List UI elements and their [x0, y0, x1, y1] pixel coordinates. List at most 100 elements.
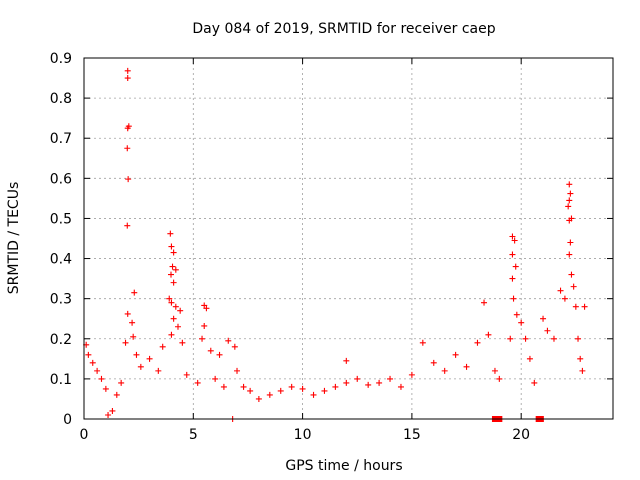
data-point [567, 190, 574, 197]
y-tick-label: 0.7 [50, 131, 72, 147]
data-point [94, 367, 101, 374]
data-point [231, 343, 238, 350]
x-tick-label: 5 [189, 427, 198, 443]
data-point [155, 367, 162, 374]
data-point [518, 319, 525, 326]
data-point [288, 383, 295, 390]
y-tick-label: 0 [63, 412, 72, 428]
x-tick-label: 20 [512, 427, 530, 443]
data-point [137, 363, 144, 370]
data-point [125, 176, 132, 183]
data-point [343, 379, 350, 386]
data-point [570, 283, 577, 290]
data-point [170, 279, 177, 286]
data-point [199, 335, 206, 342]
data-point [540, 315, 547, 322]
data-point [170, 249, 177, 256]
data-point [376, 379, 383, 386]
data-point [277, 387, 284, 394]
data-point [579, 367, 586, 374]
data-point [397, 383, 404, 390]
data-point [89, 359, 96, 366]
y-tick-label: 0.3 [50, 292, 72, 308]
data-point [177, 307, 184, 314]
data-point [550, 335, 557, 342]
data-point [109, 407, 116, 414]
data-point [561, 295, 568, 302]
data-point [509, 275, 516, 282]
data-point [113, 391, 120, 398]
data-point [496, 375, 503, 382]
data-point [544, 327, 551, 334]
data-point [299, 385, 306, 392]
data-point [234, 367, 241, 374]
data-point [194, 379, 201, 386]
data-point [430, 359, 437, 366]
data-point [168, 331, 175, 338]
data-point [419, 339, 426, 346]
data-point [491, 367, 498, 374]
data-point [167, 230, 174, 237]
y-tick-label: 0.1 [50, 372, 72, 388]
data-point [124, 125, 131, 132]
data-point [266, 391, 273, 398]
data-point [168, 243, 175, 250]
data-point [365, 381, 372, 388]
data-point [172, 303, 179, 310]
data-point [122, 339, 129, 346]
grid-layer [84, 58, 613, 419]
data-point [354, 375, 361, 382]
data-point [133, 351, 140, 358]
data-point [98, 375, 105, 382]
data-point [216, 351, 223, 358]
data-point [105, 411, 112, 418]
data-point [572, 303, 579, 310]
data-point [507, 335, 514, 342]
data-point [183, 371, 190, 378]
data-point [509, 233, 516, 240]
data-point [172, 266, 179, 273]
data-point [510, 295, 517, 302]
y-tick-label: 0.5 [50, 211, 72, 227]
data-point [566, 251, 573, 258]
data-point [511, 237, 518, 244]
data-point [124, 67, 131, 74]
data-point [168, 299, 175, 306]
chart-title: Day 084 of 2019, SRMTID for receiver cae… [192, 21, 495, 37]
data-point [129, 319, 136, 326]
data-point [566, 217, 573, 224]
data-point [179, 339, 186, 346]
data-point [220, 383, 227, 390]
data-point [567, 239, 574, 246]
data-point [131, 289, 138, 296]
data-point [169, 263, 176, 270]
data-point [310, 391, 317, 398]
y-tick-label: 0.6 [50, 171, 72, 187]
data-point [203, 305, 210, 312]
tick-layer: 0 5 10 15 20 0 0.1 0.2 0.3 0.4 0.5 0.6 0.7 0.8 0.9 [50, 51, 613, 443]
data-point [118, 379, 125, 386]
data-point [124, 310, 131, 317]
y-axis-label: SRMTID / TECUs [6, 182, 22, 295]
data-point [332, 383, 339, 390]
data-point [452, 351, 459, 358]
data-point [513, 311, 520, 318]
data-point [166, 295, 173, 302]
data-point [207, 347, 214, 354]
data-point [225, 337, 232, 344]
data-point [581, 303, 588, 310]
data-point [509, 251, 516, 258]
data-point [130, 333, 137, 340]
plot-frame [83, 57, 614, 420]
data-point [575, 335, 582, 342]
data-point [170, 315, 177, 322]
x-tick-label: 0 [80, 427, 89, 443]
data-point [408, 371, 415, 378]
data-point [146, 355, 153, 362]
data-point [255, 395, 262, 402]
data-point [577, 355, 584, 362]
data-point [387, 375, 394, 382]
y-tick-label: 0.8 [50, 91, 72, 107]
data-point [174, 323, 181, 330]
